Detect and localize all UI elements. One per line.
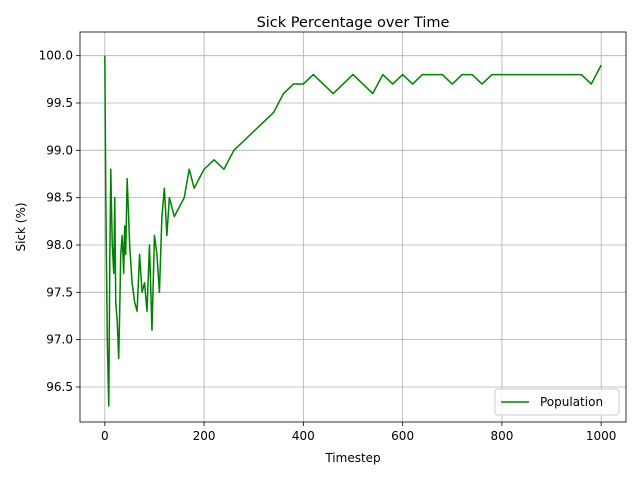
y-tick-label: 97.0 [46, 333, 73, 347]
x-tick-label: 1000 [586, 429, 617, 443]
legend-box [494, 388, 620, 416]
y-tick-label: 99.0 [46, 143, 73, 157]
y-tick-label: 97.5 [46, 285, 73, 299]
y-tick-label: 99.5 [46, 96, 73, 110]
series-line-population [104, 55, 602, 407]
legend-label-population: Population [540, 395, 603, 409]
x-tick-label: 0 [101, 429, 109, 443]
y-tick-label: 96.5 [46, 380, 73, 394]
y-axis-label: Sick (%) [14, 202, 28, 251]
y-axis-ticks: 96.5 97.0 97.5 98.0 98.5 99.0 99.5 100.0 [39, 49, 80, 394]
axes-frame [79, 31, 627, 423]
y-tick-label: 100.0 [39, 49, 73, 63]
x-tick-label: 600 [391, 429, 414, 443]
y-tick-label: 98.0 [46, 238, 73, 252]
x-axis-ticks: 0 200 400 600 800 1000 [101, 422, 616, 443]
grid [80, 32, 626, 422]
x-tick-label: 800 [490, 429, 513, 443]
x-tick-label: 200 [193, 429, 216, 443]
x-axis-label: Timestep [324, 451, 380, 465]
chart-title: Sick Percentage over Time [257, 15, 450, 31]
legend: Population [494, 388, 620, 416]
plot-area [104, 55, 602, 407]
x-tick-label: 400 [292, 429, 315, 443]
y-tick-label: 98.5 [46, 191, 73, 205]
